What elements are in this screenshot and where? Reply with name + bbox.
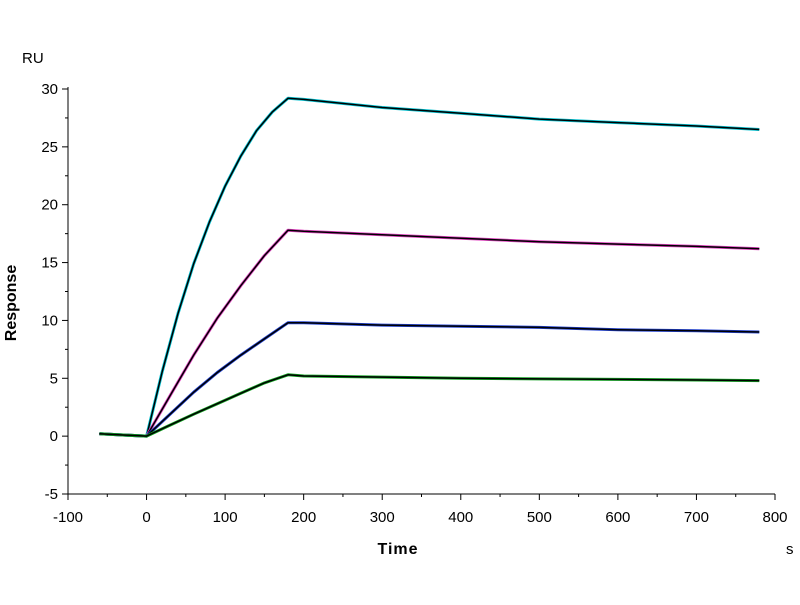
x-tick-label: 500 [527, 509, 552, 526]
x-tick-label: 200 [291, 509, 316, 526]
measured-curve-4 [99, 373, 760, 438]
x-tick-label: 600 [605, 509, 630, 526]
x-tick-label: 700 [684, 509, 709, 526]
y-tick-label: -5 [45, 486, 58, 503]
x-tick-label: 100 [213, 509, 238, 526]
fit-curve-1 [99, 97, 760, 437]
y-tick-label: 25 [41, 139, 58, 156]
fit-curve-3 [99, 321, 760, 437]
x-tick-label: -100 [53, 509, 83, 526]
x-unit-label: s [786, 541, 794, 558]
fit-curve-4 [99, 374, 760, 437]
y-tick-label: 15 [41, 255, 58, 272]
axes [67, 87, 775, 495]
y-tick-label: 0 [50, 428, 58, 445]
tick-marks: -5 0 5 10 15 20 25 30 -100 0 100 200 300 400 500 600 700… [41, 81, 787, 526]
y-tick-label: 5 [50, 370, 58, 387]
y-unit-label: RU [22, 50, 44, 67]
x-axis-title: Time [377, 541, 418, 558]
x-tick-label: 800 [762, 509, 787, 526]
axis-labels: RU s Time Response [3, 50, 794, 558]
x-tick-label: 0 [142, 509, 150, 526]
x-tick-label: 300 [370, 509, 395, 526]
y-tick-label: 20 [41, 197, 58, 214]
series-lines [99, 96, 760, 438]
measured-curve-2 [99, 228, 760, 438]
fit-curve-2 [99, 229, 760, 437]
measured-curve-1 [99, 96, 760, 438]
x-tick-label: 400 [448, 509, 473, 526]
y-tick-label: 10 [41, 312, 58, 329]
y-axis-title: Response [3, 265, 20, 342]
y-tick-label: 30 [41, 81, 58, 98]
